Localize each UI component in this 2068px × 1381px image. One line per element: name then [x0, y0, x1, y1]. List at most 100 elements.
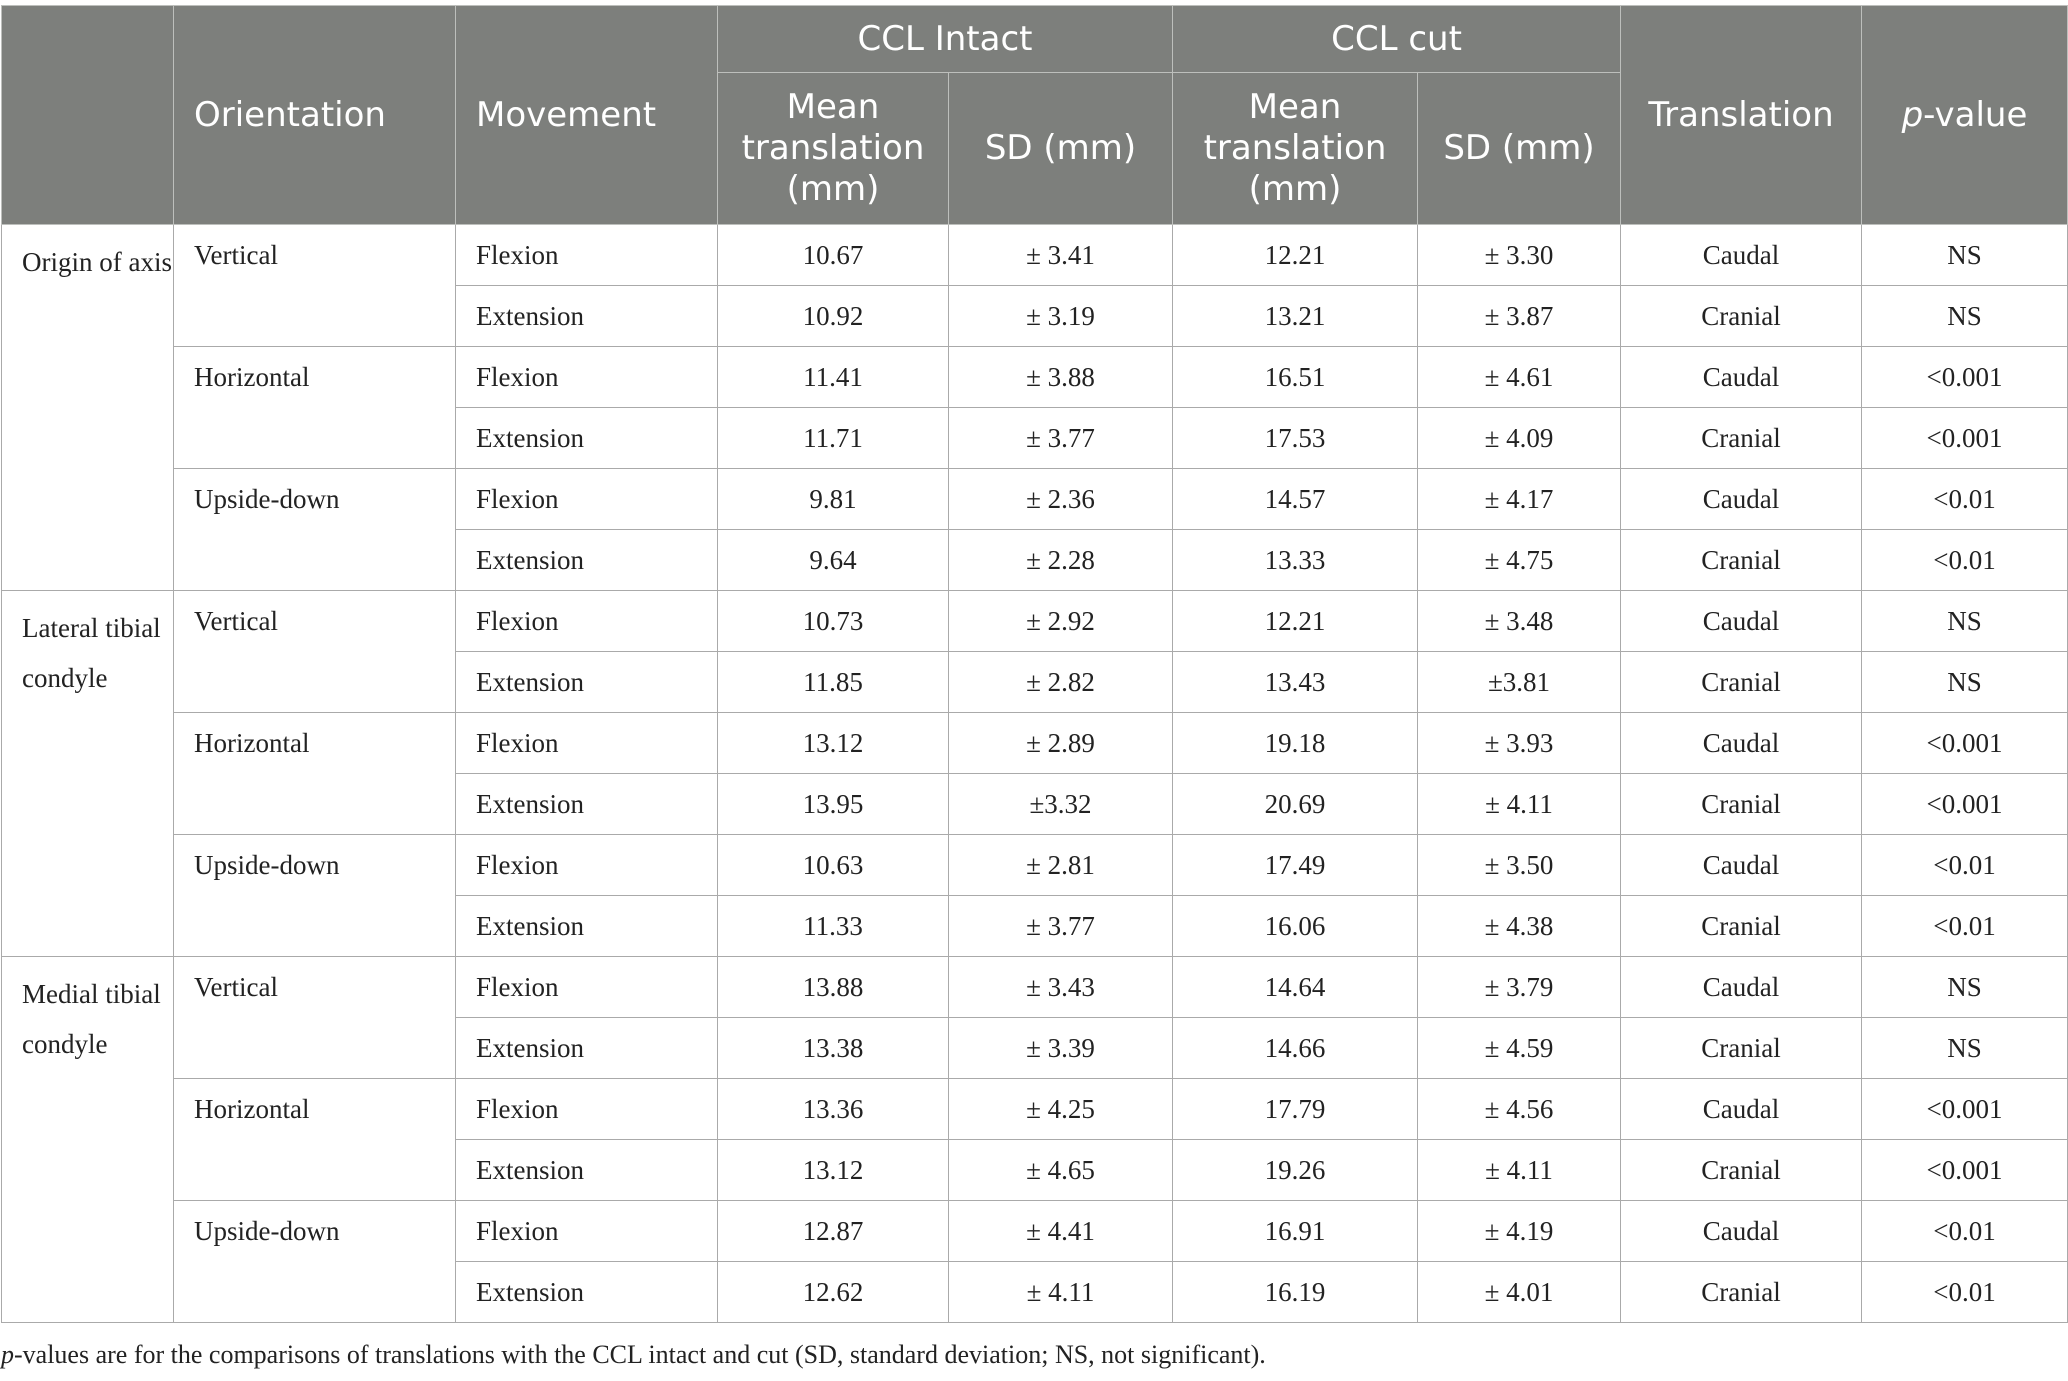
intact-sd-cell: ± 2.36 — [948, 468, 1173, 530]
intact-mean-cell: 9.64 — [717, 529, 949, 591]
cut-sd-cell: ± 3.79 — [1417, 956, 1621, 1018]
header-pvalue-p: p — [1901, 94, 1924, 135]
cut-mean-cell: 17.49 — [1172, 834, 1418, 896]
intact-mean-cell: 12.62 — [717, 1261, 949, 1323]
table-footnote: p-values are for the comparisons of tran… — [1, 1340, 1266, 1370]
pvalue-cell: <0.001 — [1861, 712, 2068, 774]
cut-sd-cell: ± 3.87 — [1417, 285, 1621, 347]
pvalue-cell: <0.01 — [1861, 529, 2068, 591]
footnote-text: -values are for the comparisons of trans… — [14, 1340, 1266, 1369]
movement-cell: Extension — [455, 773, 718, 835]
cut-sd-cell: ± 4.17 — [1417, 468, 1621, 530]
origin-cell: Origin of axis — [1, 224, 174, 591]
intact-mean-cell: 13.88 — [717, 956, 949, 1018]
cut-sd-cell: ± 4.01 — [1417, 1261, 1621, 1323]
translation-cell: Cranial — [1620, 407, 1862, 469]
cut-sd-cell: ± 4.38 — [1417, 895, 1621, 957]
cut-mean-cell: 12.21 — [1172, 590, 1418, 652]
intact-sd-cell: ± 3.19 — [948, 285, 1173, 347]
orientation-cell: Horizontal — [173, 346, 456, 469]
intact-mean-cell: 9.81 — [717, 468, 949, 530]
pvalue-cell: NS — [1861, 590, 2068, 652]
header-pvalue-rest: -value — [1923, 94, 2028, 135]
intact-mean-cell: 13.95 — [717, 773, 949, 835]
cut-mean-cell: 14.64 — [1172, 956, 1418, 1018]
origin-cell: Lateral tibial condyle — [1, 590, 174, 957]
movement-cell: Flexion — [455, 834, 718, 896]
translation-cell: Caudal — [1620, 1200, 1862, 1262]
movement-cell: Extension — [455, 529, 718, 591]
translation-cell: Caudal — [1620, 834, 1862, 896]
cut-sd-cell: ± 3.50 — [1417, 834, 1621, 896]
mean-line-1: Mean — [786, 87, 880, 127]
movement-cell: Extension — [455, 1261, 718, 1323]
pvalue-cell: <0.001 — [1861, 346, 2068, 408]
cut-mean-cell: 16.51 — [1172, 346, 1418, 408]
header-orientation: Orientation — [173, 5, 456, 225]
cut-mean-cell: 20.69 — [1172, 773, 1418, 835]
translation-cell: Cranial — [1620, 529, 1862, 591]
table-row: Extension 11.33 ± 3.77 16.06 ± 4.38 Cranial <0… — [2, 895, 2068, 957]
pvalue-cell: <0.01 — [1861, 834, 2068, 896]
movement-cell: Extension — [455, 895, 718, 957]
translation-results-table: Orientation Movement CCL Intact CCL cut … — [1, 5, 2068, 1323]
pvalue-cell: NS — [1861, 1017, 2068, 1079]
translation-cell: Caudal — [1620, 224, 1862, 286]
intact-mean-cell: 13.38 — [717, 1017, 949, 1079]
table-row: Extension 11.85 ± 2.82 13.43 ±3.81 Cranial NS — [2, 651, 2068, 713]
cut-sd-cell: ± 4.61 — [1417, 346, 1621, 408]
movement-cell: Extension — [455, 285, 718, 347]
cut-sd-cell: ±3.81 — [1417, 651, 1621, 713]
intact-mean-cell: 11.71 — [717, 407, 949, 469]
cut-sd-cell: ± 4.11 — [1417, 773, 1621, 835]
orientation-cell: Upside-down — [173, 1200, 456, 1323]
movement-cell: Flexion — [455, 346, 718, 408]
translation-cell: Cranial — [1620, 1261, 1862, 1323]
orientation-cell: Horizontal — [173, 712, 456, 835]
table-row: Lateral tibial condyle Vertical Flexion 10.… — [1, 590, 2068, 957]
cut-mean-cell: 19.26 — [1172, 1139, 1418, 1201]
orientation-cell: Vertical — [173, 590, 456, 713]
translation-cell: Caudal — [1620, 956, 1862, 1018]
mean-line-2: translation — [741, 128, 925, 168]
movement-cell: Flexion — [455, 468, 718, 530]
pvalue-cell: NS — [1861, 285, 2068, 347]
intact-mean-cell: 10.92 — [717, 285, 949, 347]
table-row: Origin of axis Vertical Flexion 10.67 ± 3.41… — [1, 224, 2068, 591]
translation-cell: Cranial — [1620, 285, 1862, 347]
translation-cell: Caudal — [1620, 712, 1862, 774]
intact-sd-cell: ± 4.11 — [948, 1261, 1173, 1323]
table-row: Extension 12.62 ± 4.11 16.19 ± 4.01 Cranial <0… — [2, 1261, 2068, 1323]
pvalue-cell: <0.01 — [1861, 1261, 2068, 1323]
cut-mean-cell: 19.18 — [1172, 712, 1418, 774]
movement-cell: Flexion — [455, 590, 718, 652]
translation-cell: Cranial — [1620, 773, 1862, 835]
intact-sd-cell: ± 2.81 — [948, 834, 1173, 896]
intact-sd-cell: ±3.32 — [948, 773, 1173, 835]
header-intact-sd: SD (mm) — [948, 72, 1173, 225]
header-empty-cell — [1, 5, 174, 225]
header-cut-sd: SD (mm) — [1417, 72, 1621, 225]
table-row: Horizontal Flexion 11.41 ± 3.88 16.51 ± 4.61 C… — [2, 346, 2068, 469]
pvalue-cell: NS — [1861, 651, 2068, 713]
intact-mean-cell: 11.33 — [717, 895, 949, 957]
intact-sd-cell: ± 4.25 — [948, 1078, 1173, 1140]
cut-mean-cell: 17.79 — [1172, 1078, 1418, 1140]
intact-sd-cell: ± 3.39 — [948, 1017, 1173, 1079]
cut-mean-cell: 13.43 — [1172, 651, 1418, 713]
movement-cell: Flexion — [455, 224, 718, 286]
cut-sd-cell: ± 4.59 — [1417, 1017, 1621, 1079]
table-body: Origin of axis Vertical Flexion 10.67 ± 3.41… — [1, 224, 2068, 1323]
table-row: Extension 13.38 ± 3.39 14.66 ± 4.59 Cranial NS — [2, 1017, 2068, 1079]
table-row: Extension 13.95 ±3.32 20.69 ± 4.11 Cranial <0.… — [2, 773, 2068, 835]
header-cut-mean: Mean translation (mm) — [1172, 72, 1418, 225]
table-row: Extension 9.64 ± 2.28 13.33 ± 4.75 Cranial <0.… — [2, 529, 2068, 591]
pvalue-cell: <0.001 — [1861, 407, 2068, 469]
table-row: Horizontal Flexion 13.12 ± 2.89 19.18 ± 3.93 C… — [2, 712, 2068, 835]
intact-mean-cell: 10.67 — [717, 224, 949, 286]
translation-cell: Caudal — [1620, 1078, 1862, 1140]
cut-sd-cell: ± 4.19 — [1417, 1200, 1621, 1262]
header-ccl-cut: CCL cut — [1172, 5, 1621, 73]
intact-sd-cell: ± 3.77 — [948, 407, 1173, 469]
cut-mean-cell: 17.53 — [1172, 407, 1418, 469]
